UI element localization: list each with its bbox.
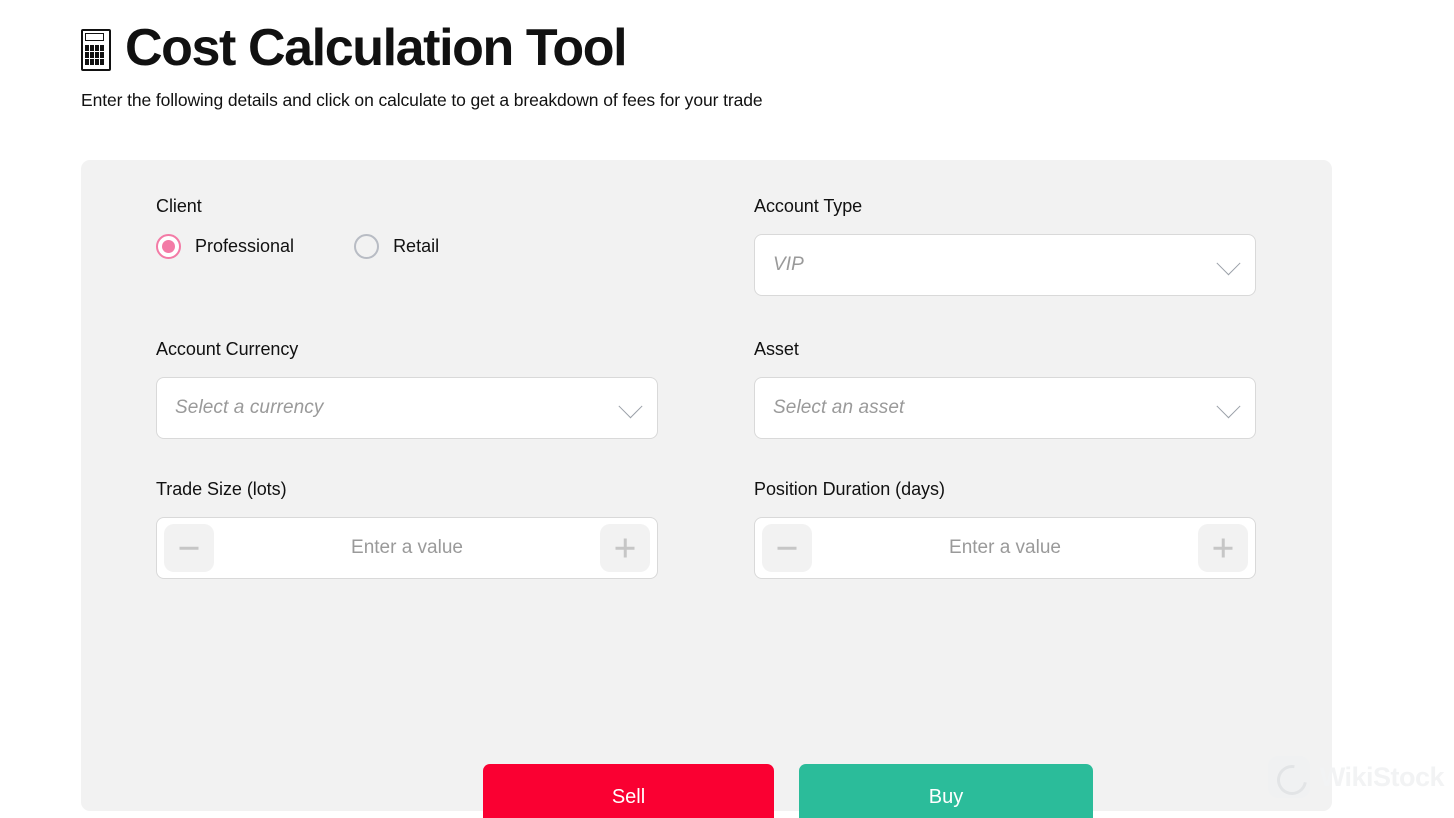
account-currency-field: Account Currency Select a currency <box>156 339 658 439</box>
client-radio-group: Professional Retail <box>156 234 658 259</box>
title-row: Cost Calculation Tool <box>81 22 762 74</box>
position-duration-label: Position Duration (days) <box>754 479 945 499</box>
trade-size-input[interactable] <box>214 537 600 559</box>
asset-placeholder: Select an asset <box>773 397 905 418</box>
chevron-down-icon[interactable] <box>1216 251 1241 276</box>
position-duration-increment-button[interactable] <box>1198 524 1248 572</box>
asset-label: Asset <box>754 339 799 359</box>
position-duration-field: Position Duration (days) <box>754 479 1256 579</box>
watermark-label: WikiStock <box>1319 761 1445 792</box>
trade-size-stepper <box>156 517 658 579</box>
page-header: Cost Calculation Tool Enter the followin… <box>81 22 763 111</box>
client-field: Client Professional Retail <box>156 196 658 296</box>
account-currency-placeholder: Select a currency <box>175 397 324 418</box>
calculator-icon <box>81 29 111 71</box>
position-duration-stepper <box>754 517 1256 579</box>
radio-option-professional[interactable]: Professional <box>156 234 294 259</box>
account-type-select[interactable]: VIP <box>754 234 1256 296</box>
account-type-field: Account Type VIP <box>754 196 1256 296</box>
asset-select[interactable]: Select an asset <box>754 377 1256 439</box>
chevron-down-icon[interactable] <box>1216 394 1241 419</box>
radio-retail-indicator[interactable] <box>354 234 380 259</box>
trade-size-increment-button[interactable] <box>600 524 650 572</box>
buy-button[interactable]: Buy <box>799 764 1093 818</box>
account-type-label: Account Type <box>754 196 863 216</box>
position-duration-input[interactable] <box>812 537 1198 559</box>
account-currency-label: Account Currency <box>156 339 299 359</box>
radio-professional-indicator[interactable] <box>156 234 181 259</box>
trade-direction-buttons: Sell Buy <box>483 764 1093 818</box>
position-duration-decrement-button[interactable] <box>762 524 812 572</box>
watermark: WikiStock <box>1267 756 1445 798</box>
page-title: Cost Calculation Tool <box>125 19 628 77</box>
trade-size-decrement-button[interactable] <box>164 524 214 572</box>
page-subtitle: Enter the following details and click on… <box>81 90 763 110</box>
calculator-panel: Client Professional Retail Account Type <box>81 160 1332 818</box>
sell-button[interactable]: Sell <box>483 764 774 818</box>
trade-size-label: Trade Size (lots) <box>156 479 287 499</box>
wikistock-logo-icon <box>1267 756 1310 798</box>
account-currency-select[interactable]: Select a currency <box>156 377 658 439</box>
chevron-down-icon[interactable] <box>618 394 643 419</box>
account-type-placeholder: VIP <box>773 254 804 275</box>
radio-professional-label: Professional <box>195 236 295 256</box>
radio-retail-label: Retail <box>393 236 440 256</box>
trade-size-field: Trade Size (lots) <box>156 479 658 579</box>
form-row-2: Account Currency Select a currency Asset… <box>156 339 1261 439</box>
form-row-1: Client Professional Retail Account Type <box>156 196 1261 296</box>
asset-field: Asset Select an asset <box>754 339 1256 439</box>
client-label: Client <box>156 196 202 216</box>
form-row-3: Trade Size (lots) Position Duration (day… <box>156 479 1261 579</box>
form-grid: Client Professional Retail Account Type <box>156 196 1261 579</box>
radio-option-retail[interactable]: Retail <box>354 234 439 259</box>
